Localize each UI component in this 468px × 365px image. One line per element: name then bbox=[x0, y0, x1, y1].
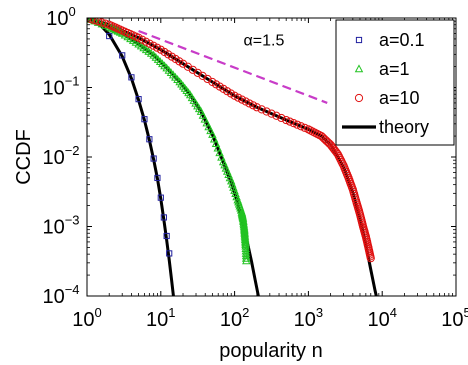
data-point bbox=[97, 18, 106, 27]
data-point bbox=[154, 174, 161, 182]
data-point bbox=[289, 119, 298, 128]
data-point bbox=[160, 214, 167, 221]
legend-marker-circle bbox=[354, 93, 364, 103]
legend-label: a=0.1 bbox=[379, 30, 425, 50]
x-tick-label: 100 bbox=[72, 305, 101, 331]
data-point bbox=[90, 18, 99, 25]
y-axis-label: CCDF bbox=[13, 129, 35, 185]
data-point bbox=[241, 244, 250, 252]
slope-reference-line bbox=[138, 29, 328, 104]
data-point bbox=[229, 182, 238, 191]
annotation-layer: α=1.5 bbox=[138, 29, 328, 104]
theory-curve-3 bbox=[87, 18, 378, 296]
legend-marker-triangle bbox=[354, 64, 364, 73]
data-point bbox=[101, 19, 110, 28]
data-point bbox=[296, 122, 306, 131]
data-point bbox=[157, 194, 164, 201]
legend-marker-square bbox=[355, 36, 363, 44]
data-point bbox=[257, 105, 266, 114]
data-point bbox=[213, 143, 223, 152]
data-point bbox=[241, 251, 251, 260]
legend-label: a=10 bbox=[379, 88, 420, 108]
x-tick-label: 104 bbox=[367, 305, 396, 331]
data-point bbox=[209, 134, 219, 143]
data-point bbox=[217, 152, 226, 161]
data-point bbox=[106, 32, 113, 40]
y-tick-label: 10−1 bbox=[42, 74, 79, 100]
data-point bbox=[241, 248, 251, 257]
x-tick-label: 102 bbox=[220, 305, 249, 331]
data-point bbox=[262, 107, 271, 116]
data-point bbox=[232, 192, 241, 201]
x-tick-label: 105 bbox=[441, 305, 468, 331]
data-point bbox=[293, 120, 302, 129]
data-point bbox=[97, 19, 107, 28]
legend-box bbox=[335, 19, 455, 146]
theory-curve-1 bbox=[87, 18, 175, 296]
data-point bbox=[141, 116, 148, 123]
data-point bbox=[135, 96, 142, 103]
data-point bbox=[146, 136, 153, 143]
data-point bbox=[272, 111, 281, 120]
legend: a=0.1 a=1 a=10 theory bbox=[335, 19, 455, 146]
series-a=10-markers bbox=[87, 18, 375, 263]
y-tick-label: 100 bbox=[46, 4, 75, 30]
data-point bbox=[242, 256, 251, 265]
data-point bbox=[215, 148, 224, 157]
data-point bbox=[119, 52, 126, 59]
data-point bbox=[226, 176, 236, 185]
data-point bbox=[267, 109, 276, 118]
slope-annotation-label: α=1.5 bbox=[244, 33, 285, 50]
x-tick-label: 101 bbox=[146, 305, 175, 331]
data-point bbox=[241, 246, 251, 255]
y-tick-label: 10−4 bbox=[42, 282, 79, 308]
y-axis-ticks: 10−4 10−3 10−2 10−1 100 bbox=[42, 4, 456, 308]
data-point bbox=[241, 253, 251, 262]
data-markers bbox=[87, 18, 375, 265]
legend-label: a=1 bbox=[379, 59, 410, 79]
data-point bbox=[231, 189, 240, 198]
series-a=0.1-markers bbox=[87, 18, 173, 257]
data-point bbox=[230, 185, 239, 194]
legend-label: theory bbox=[379, 117, 429, 137]
data-point bbox=[166, 250, 173, 257]
data-point bbox=[277, 113, 286, 123]
x-tick-label: 103 bbox=[294, 305, 323, 331]
data-point bbox=[94, 18, 103, 26]
data-point bbox=[241, 241, 250, 250]
x-axis-ticks: 100 101 102 103 104 105 bbox=[72, 18, 468, 331]
data-point bbox=[211, 139, 221, 148]
data-point bbox=[208, 129, 217, 138]
data-point bbox=[282, 115, 291, 125]
data-point bbox=[128, 74, 135, 81]
data-point bbox=[150, 155, 157, 162]
y-tick-label: 10−3 bbox=[42, 213, 79, 239]
y-tick-label: 10−2 bbox=[42, 143, 79, 169]
data-point bbox=[163, 232, 170, 240]
data-point bbox=[252, 103, 261, 112]
data-point bbox=[228, 179, 237, 188]
data-point bbox=[366, 254, 375, 263]
data-point bbox=[285, 117, 294, 126]
x-axis-label: popularity n bbox=[219, 340, 322, 362]
